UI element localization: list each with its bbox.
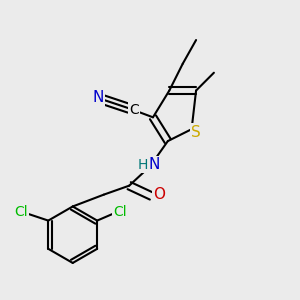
- Text: O: O: [153, 187, 165, 202]
- Text: N: N: [149, 158, 160, 172]
- Text: S: S: [191, 125, 201, 140]
- Text: C: C: [129, 103, 139, 117]
- Text: Cl: Cl: [113, 205, 127, 219]
- Text: Cl: Cl: [14, 205, 27, 219]
- Text: N: N: [92, 91, 104, 106]
- Text: H: H: [137, 158, 148, 172]
